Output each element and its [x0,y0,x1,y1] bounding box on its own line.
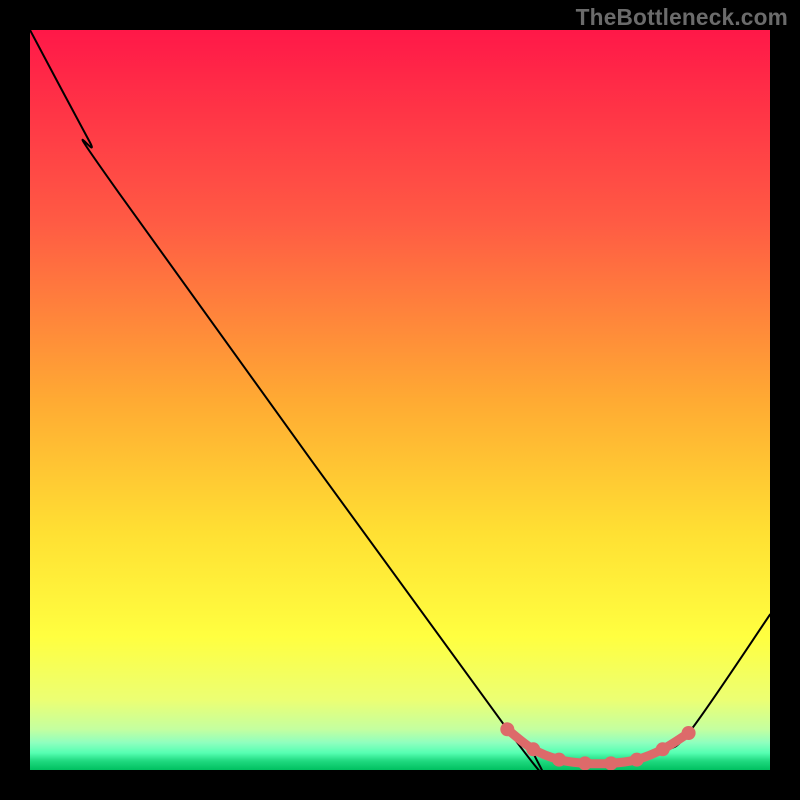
valley-marker [500,722,514,736]
valley-marker [656,742,670,756]
chart-root: TheBottleneck.com [0,0,800,800]
plot-area [30,30,770,770]
curve-layer [30,30,770,770]
valley-marker [604,756,618,770]
valley-marker [526,742,540,756]
valley-marker [630,753,644,767]
valley-marker [682,726,696,740]
watermark-text: TheBottleneck.com [576,4,788,31]
bottleneck-curve [30,30,770,770]
valley-marker [578,756,592,770]
valley-marker [552,753,566,767]
